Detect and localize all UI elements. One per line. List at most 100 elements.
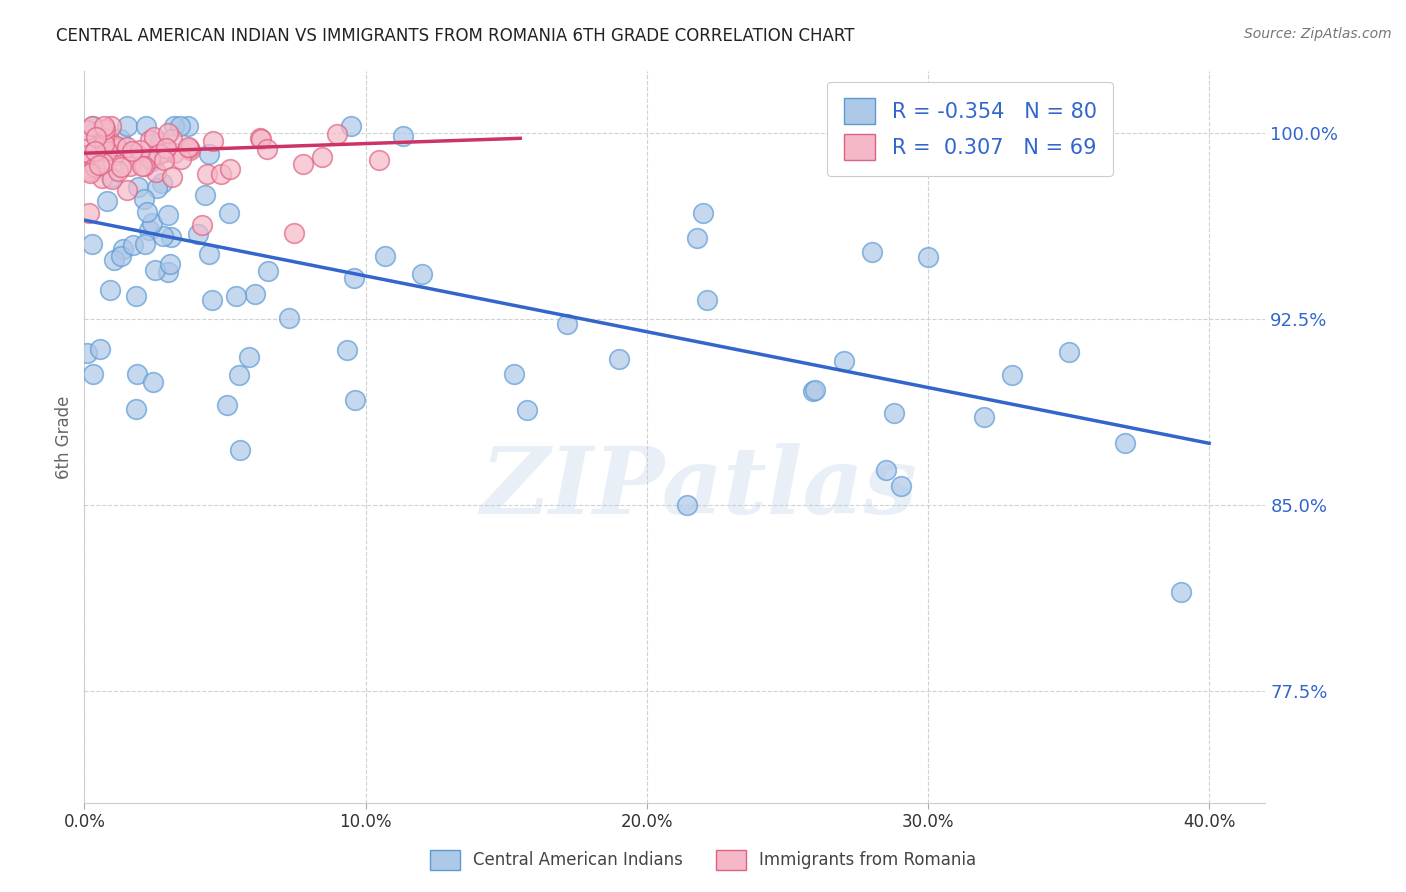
Point [107, 163, 129, 178]
Point [343, 392, 366, 407]
Point [104, 138, 127, 153]
Point [148, 147, 170, 161]
Point [676, 498, 699, 512]
Point [76, 153, 98, 168]
Point [79, 164, 101, 178]
Point [121, 144, 143, 158]
Point [243, 287, 266, 301]
Point [83, 160, 105, 174]
Point [179, 141, 201, 155]
Point [110, 161, 132, 175]
Point [76, 346, 98, 360]
Point [80, 237, 103, 252]
Point [120, 159, 142, 173]
Point [150, 177, 173, 191]
Point [686, 231, 709, 245]
Point [392, 128, 415, 143]
Point [110, 249, 132, 263]
Point [156, 208, 179, 222]
Point [696, 293, 718, 308]
Point [103, 147, 125, 161]
Point [125, 367, 148, 381]
Point [124, 147, 146, 161]
Point [917, 250, 939, 264]
Point [84, 144, 107, 158]
Point [973, 410, 995, 425]
Point [1001, 368, 1024, 383]
Point [138, 223, 160, 237]
Point [160, 169, 183, 184]
Point [883, 406, 905, 420]
Point [146, 181, 169, 195]
Legend: Central American Indians, Immigrants from Romania: Central American Indians, Immigrants fro… [423, 843, 983, 877]
Point [93, 119, 115, 133]
Point [163, 119, 186, 133]
Point [238, 351, 260, 365]
Point [141, 153, 163, 168]
Point [111, 242, 134, 256]
Point [195, 167, 218, 181]
Point [134, 236, 156, 251]
Point [160, 132, 183, 146]
Point [163, 145, 186, 160]
Text: ZIPatlas: ZIPatlas [479, 443, 917, 533]
Point [143, 263, 166, 277]
Point [127, 180, 149, 194]
Point [142, 375, 165, 389]
Point [197, 146, 219, 161]
Point [79, 147, 101, 161]
Point [411, 267, 433, 281]
Point [177, 140, 200, 154]
Point [170, 152, 193, 166]
Point [176, 119, 198, 133]
Point [692, 206, 714, 220]
Point [145, 165, 167, 179]
Point [122, 238, 145, 252]
Point [201, 293, 224, 307]
Point [832, 354, 855, 368]
Point [343, 270, 366, 285]
Point [84, 129, 107, 144]
Point [141, 216, 163, 230]
Point [103, 252, 125, 267]
Point [153, 145, 176, 159]
Point [149, 135, 172, 149]
Point [101, 171, 124, 186]
Point [804, 383, 827, 397]
Point [249, 131, 271, 145]
Point [368, 153, 391, 167]
Point [135, 119, 157, 133]
Point [138, 152, 160, 166]
Point [76, 135, 98, 149]
Point [100, 119, 122, 133]
Point [93, 136, 115, 151]
Point [278, 311, 301, 326]
Point [336, 343, 359, 357]
Point [132, 159, 155, 173]
Point [89, 158, 111, 172]
Point [134, 192, 156, 206]
Point [131, 159, 153, 173]
Point [311, 151, 333, 165]
Point [218, 206, 240, 220]
Point [96, 144, 118, 158]
Point [1114, 436, 1136, 450]
Point [93, 124, 115, 138]
Point [76, 123, 98, 137]
Text: Source: ZipAtlas.com: Source: ZipAtlas.com [1244, 27, 1392, 41]
Point [105, 141, 128, 155]
Point [179, 143, 201, 157]
Point [117, 140, 139, 154]
Point [198, 246, 221, 260]
Point [115, 183, 138, 197]
Point [160, 230, 183, 244]
Point [326, 128, 349, 142]
Point [155, 141, 177, 155]
Point [194, 187, 217, 202]
Point [98, 133, 121, 147]
Point [76, 161, 98, 175]
Point [139, 133, 162, 147]
Point [96, 194, 118, 209]
Point [94, 143, 117, 157]
Point [875, 463, 897, 477]
